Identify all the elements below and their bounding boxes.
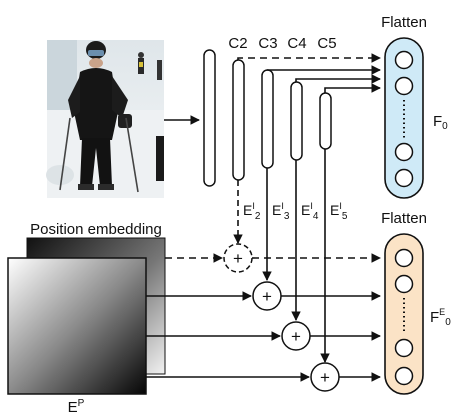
c3-label: C3 (258, 35, 277, 52)
c4-label: C4 (287, 35, 306, 52)
c2-feature-bar (232, 59, 245, 181)
c5-label: C5 (317, 35, 336, 52)
f0-label: F0 (433, 113, 448, 132)
c3-feature-bar (261, 69, 274, 169)
position-embedding-label: Position embedding (30, 221, 162, 238)
flatten-bottom-label: Flatten (381, 210, 427, 227)
flatten-bottom-block (384, 233, 424, 395)
flatten-bottom-node (394, 338, 414, 358)
flatten-bottom-node (394, 366, 414, 386)
c5-feature-bar (319, 92, 332, 150)
plus-sign: + (320, 368, 330, 387)
plus-sign: + (233, 249, 243, 268)
flatten-top-node (394, 168, 414, 188)
e3-label: EI3 (272, 201, 290, 222)
input-image (46, 40, 164, 198)
e5-label: EI5 (330, 201, 348, 222)
c4-arrow-to-flatten (295, 74, 381, 84)
fe0-label: FE0 (430, 307, 451, 328)
backbone-stem-bar (203, 49, 216, 187)
flatten-bottom-node (394, 274, 414, 294)
c4-feature-bar (290, 81, 303, 161)
flatten-top-node (394, 50, 414, 70)
flatten-top-label: Flatten (381, 14, 427, 31)
flatten-bottom-node (394, 248, 414, 268)
ep-label: EP (68, 398, 85, 416)
e2-label: EI2 (243, 201, 261, 222)
e4-label: EI4 (301, 201, 319, 222)
plus-sign: + (262, 287, 272, 306)
position-embedding-front-square (7, 257, 147, 395)
c5-arrow-to-flatten (324, 83, 381, 93)
flatten-top-node (394, 142, 414, 162)
c2-label: C2 (228, 35, 247, 52)
plus-sign: + (291, 327, 301, 346)
c2-dashed-arrow-to-flatten (237, 53, 381, 63)
flatten-top-node (394, 76, 414, 96)
